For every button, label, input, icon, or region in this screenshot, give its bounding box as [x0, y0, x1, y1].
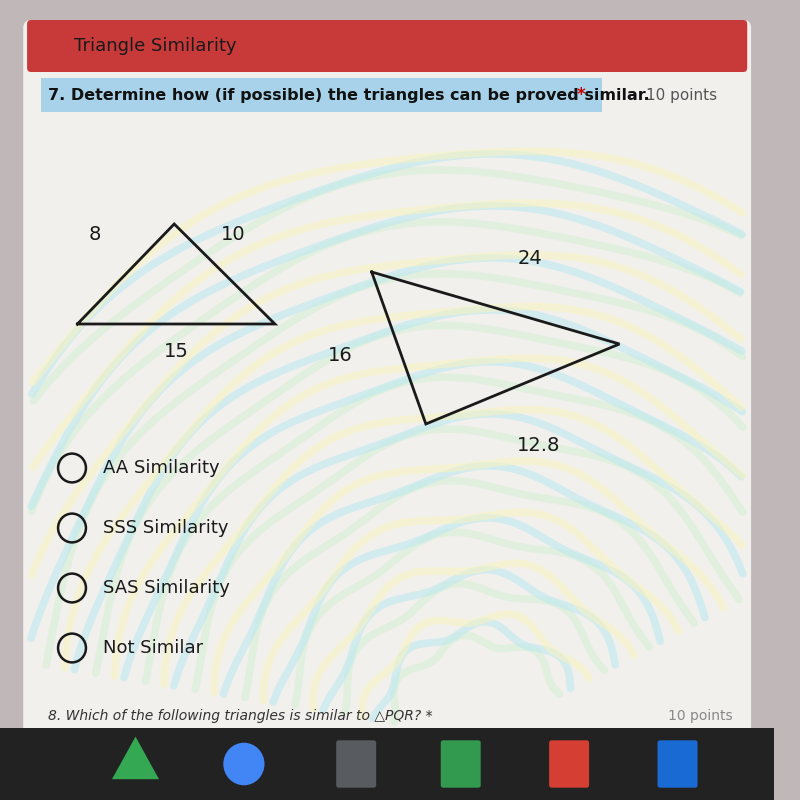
FancyBboxPatch shape [441, 740, 481, 788]
Text: AA Similarity: AA Similarity [102, 459, 219, 477]
FancyBboxPatch shape [549, 740, 589, 788]
Text: Not Similar: Not Similar [102, 639, 202, 657]
FancyBboxPatch shape [27, 20, 747, 72]
Text: 8. Which of the following triangles is similar to △PQR? *: 8. Which of the following triangles is s… [48, 709, 433, 723]
Text: 7. Determine how (if possible) the triangles can be proved similar.: 7. Determine how (if possible) the trian… [48, 88, 655, 102]
Text: 10 points: 10 points [646, 88, 717, 102]
Text: Triangle Similarity: Triangle Similarity [74, 38, 236, 55]
Text: 15: 15 [164, 342, 189, 362]
FancyBboxPatch shape [41, 78, 602, 112]
Polygon shape [112, 737, 159, 779]
FancyBboxPatch shape [336, 740, 376, 788]
Text: *: * [577, 86, 586, 104]
FancyBboxPatch shape [658, 740, 698, 788]
Text: 24: 24 [518, 249, 542, 268]
Text: SAS Similarity: SAS Similarity [102, 579, 230, 597]
Text: 8: 8 [88, 225, 101, 244]
FancyBboxPatch shape [0, 728, 774, 800]
Text: 10 points: 10 points [669, 709, 733, 723]
FancyBboxPatch shape [23, 20, 751, 736]
Circle shape [223, 742, 265, 786]
Text: SSS Similarity: SSS Similarity [102, 519, 228, 537]
Text: 10: 10 [221, 225, 246, 244]
Text: 16: 16 [327, 346, 352, 366]
Text: 12.8: 12.8 [517, 436, 560, 455]
